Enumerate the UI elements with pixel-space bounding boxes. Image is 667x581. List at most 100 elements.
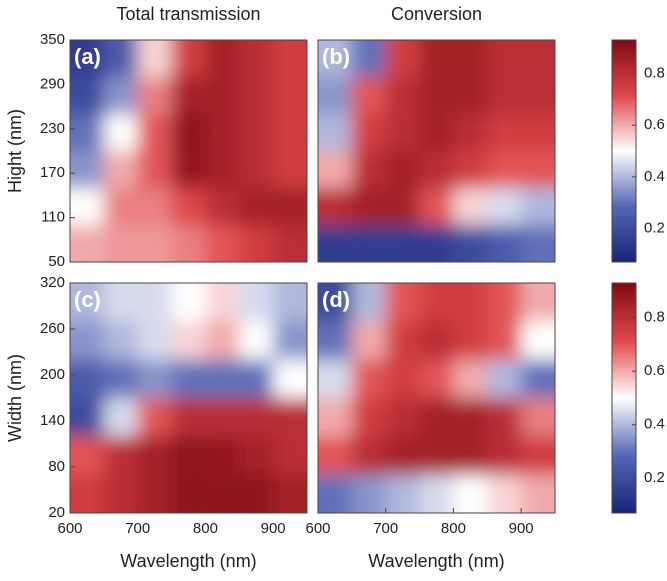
heat-cell <box>521 225 555 262</box>
heat-cell <box>239 40 274 78</box>
heat-cell <box>521 40 555 78</box>
x-tick-label: 800 <box>441 520 466 537</box>
heat-cell <box>103 151 139 189</box>
x-tick-label: 700 <box>125 520 150 537</box>
heat-cell <box>351 114 387 152</box>
panel-frame <box>317 282 556 514</box>
heat-cell <box>318 225 353 262</box>
heat-cell <box>103 225 139 262</box>
heat-cell <box>273 151 307 189</box>
heat-cell <box>70 225 105 262</box>
panel-label: (a) <box>74 44 101 69</box>
heat-cell <box>103 474 139 513</box>
heat-cell <box>385 114 421 152</box>
heat-cell <box>385 77 421 115</box>
heat-cell <box>205 436 240 476</box>
heat-cell <box>453 151 488 189</box>
x-tick-label: 600 <box>305 520 330 537</box>
heat-cell <box>205 151 240 189</box>
heat-cell <box>419 283 454 322</box>
colorbar <box>611 39 637 263</box>
heat-cell <box>318 474 353 513</box>
heat-cell <box>318 114 353 152</box>
heat-cell <box>205 188 240 226</box>
heat-cell <box>70 40 105 78</box>
heat-cell <box>453 40 488 78</box>
panel-frame <box>317 39 556 263</box>
heat-cell <box>521 151 555 189</box>
heat-cell <box>239 77 274 115</box>
heat-cell <box>419 40 454 78</box>
heat-cell <box>453 359 488 399</box>
y-axis-label: Hight (nm) <box>5 109 25 193</box>
heatmap-cells <box>70 40 307 262</box>
heat-cell <box>419 188 454 226</box>
heat-cell <box>318 398 353 437</box>
x-axis-label: Wavelength (nm) <box>120 551 256 571</box>
heat-cell <box>318 77 353 115</box>
heat-cell <box>273 321 307 361</box>
heat-cell <box>453 398 488 437</box>
heat-cell <box>70 77 105 115</box>
heat-cell <box>239 474 274 513</box>
heat-cell <box>239 188 274 226</box>
heat-cell <box>239 436 274 476</box>
y-tick-label: 170 <box>40 164 65 181</box>
heat-cell <box>205 40 240 78</box>
heat-cell <box>273 283 307 322</box>
heat-cell <box>137 321 173 361</box>
heat-cell <box>419 359 454 399</box>
heatmap-cells <box>318 40 555 262</box>
heat-cell <box>351 40 387 78</box>
heat-cell <box>385 151 421 189</box>
heat-cell <box>171 321 206 361</box>
heat-cell <box>351 188 387 226</box>
colorbar <box>611 282 637 514</box>
heat-cell <box>273 474 307 513</box>
heat-cell <box>419 151 454 189</box>
heat-cell <box>273 436 307 476</box>
heat-cell <box>103 114 139 152</box>
heat-cell <box>103 283 139 322</box>
heat-cell <box>273 398 307 437</box>
y-tick-label: 110 <box>41 209 65 226</box>
panel: Total transmission (a) 50 110 170 230 290 350 Hi… <box>5 4 308 270</box>
heat-cell <box>103 321 139 361</box>
y-tick-label: 80 <box>48 458 65 475</box>
heat-cell <box>171 114 206 152</box>
heat-cell <box>318 40 353 78</box>
heat-cell <box>318 359 353 399</box>
heat-cell <box>318 151 353 189</box>
heat-cell <box>273 359 307 399</box>
heat-cell <box>487 359 522 399</box>
heat-cell <box>137 359 173 399</box>
heat-cell <box>453 321 488 361</box>
heat-cell <box>385 398 421 437</box>
heat-cell <box>521 188 555 226</box>
heat-cell <box>239 225 274 262</box>
heat-cell <box>70 474 105 513</box>
heat-cell <box>137 77 173 115</box>
heatmap-cells <box>318 283 555 513</box>
heat-cell <box>318 436 353 476</box>
heat-cell <box>273 40 307 78</box>
heat-cell <box>171 225 206 262</box>
colorbar-tick-label: 0.4 <box>644 168 665 185</box>
heat-cell <box>137 40 173 78</box>
heat-cell <box>103 40 139 78</box>
heat-cell <box>137 188 173 226</box>
heat-cell <box>137 398 173 437</box>
heat-cell <box>273 77 307 115</box>
heat-cell <box>419 77 454 115</box>
colorbar-tick-label: 0.2 <box>644 469 665 486</box>
heat-cell <box>137 436 173 476</box>
heat-cell <box>521 474 555 513</box>
heat-cell <box>137 151 173 189</box>
heat-cell <box>521 114 555 152</box>
heat-cell <box>453 77 488 115</box>
heatmap <box>70 40 307 262</box>
heat-cell <box>205 225 240 262</box>
heat-cell <box>70 436 105 476</box>
heat-cell <box>171 40 206 78</box>
heatmap <box>318 40 555 262</box>
